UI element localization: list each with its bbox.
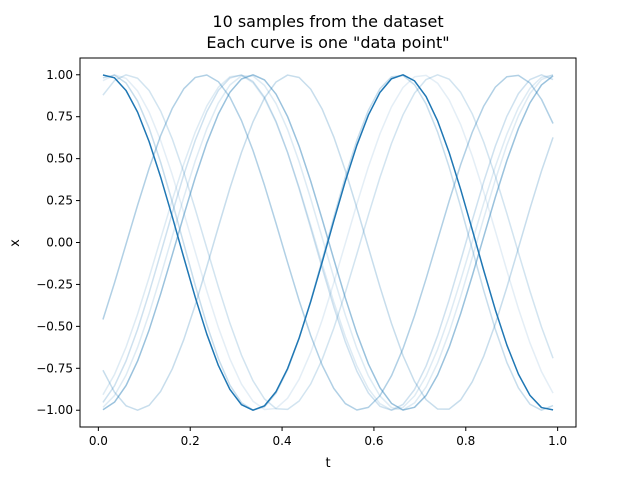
x-axis-label: t — [325, 456, 330, 471]
y-tick-label: −1.00 — [36, 403, 73, 417]
series-line-5 — [102, 74, 554, 411]
series-layer — [102, 74, 554, 411]
series-line-10 — [102, 74, 554, 411]
y-tick-label: 0.75 — [46, 110, 73, 124]
y-tick-label: 0.25 — [46, 194, 73, 208]
x-tick-label: 0.2 — [181, 434, 200, 448]
x-tick-label: 1.0 — [548, 434, 567, 448]
y-tick-label: 0.50 — [46, 152, 73, 166]
series-line-1 — [102, 74, 554, 411]
y-tick-label: −0.25 — [36, 277, 73, 291]
chart-title: 10 samples from the dataset — [212, 12, 443, 31]
series-line-9 — [102, 74, 554, 411]
y-axis-label: x — [8, 239, 23, 247]
x-tick-label: 0.8 — [456, 434, 475, 448]
y-tick-label: −0.75 — [36, 361, 73, 375]
y-tick-label: 1.00 — [46, 68, 73, 82]
y-tick-label: −0.50 — [36, 319, 73, 333]
series-line-4 — [102, 74, 554, 411]
series-line-6 — [102, 74, 554, 411]
x-tick-label: 0.6 — [364, 434, 383, 448]
x-tick-label: 0.0 — [89, 434, 108, 448]
plot-area — [79, 57, 577, 428]
x-tick-label: 0.4 — [273, 434, 292, 448]
series-line-3 — [102, 74, 554, 411]
series-line-7 — [102, 74, 554, 411]
series-line-8 — [102, 74, 554, 411]
y-axis: −1.00 −0.75 −0.50 −0.25 0.00 0.25 0.50 0.75 1.00 — [36, 68, 80, 417]
chart-subtitle: Each curve is one "data point" — [206, 33, 449, 52]
y-tick-label: 0.00 — [46, 236, 73, 250]
x-axis: 0.0 0.2 0.4 0.6 0.8 1.0 — [89, 427, 567, 448]
